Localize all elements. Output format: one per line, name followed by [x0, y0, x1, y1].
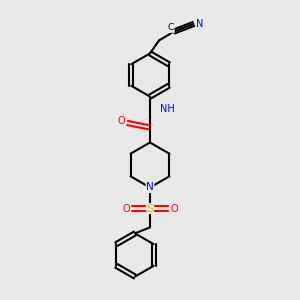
Text: C: C — [168, 23, 174, 32]
Text: O: O — [118, 116, 125, 127]
Text: NH: NH — [160, 104, 174, 115]
Text: N: N — [196, 19, 204, 29]
Text: N: N — [146, 182, 154, 193]
Text: S: S — [146, 203, 154, 214]
Text: O: O — [170, 203, 178, 214]
Text: O: O — [122, 203, 130, 214]
